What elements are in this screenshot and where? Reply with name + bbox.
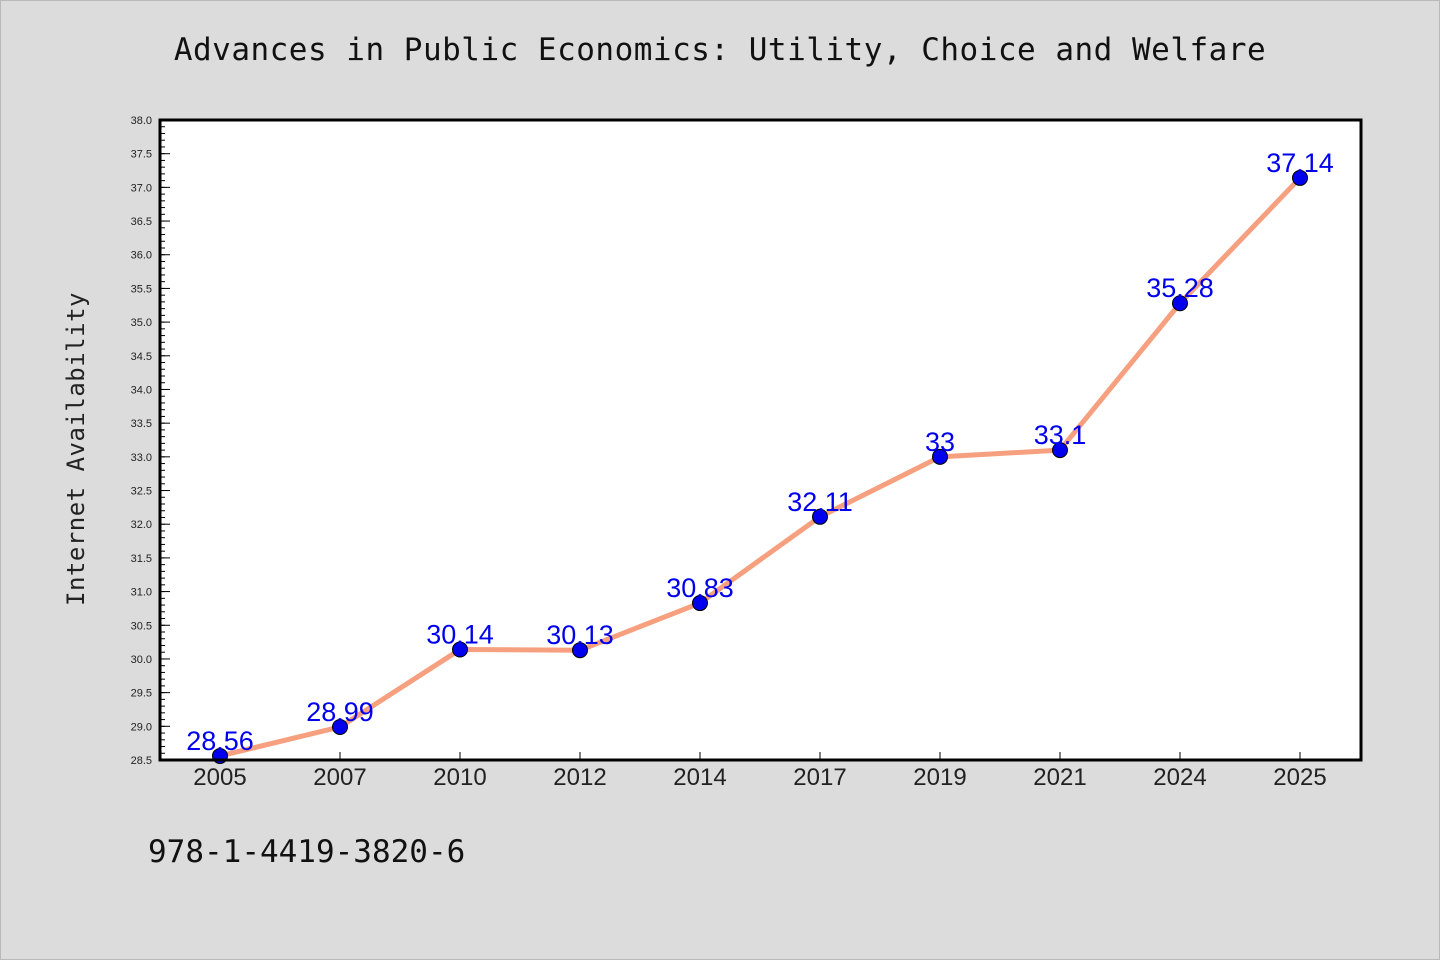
data-label: 30.83	[666, 573, 734, 603]
plot-area	[160, 120, 1361, 760]
y-tick-label: 29.5	[131, 688, 152, 700]
data-point	[812, 508, 828, 525]
data-label: 32.11	[787, 487, 853, 517]
series-line	[217, 175, 1303, 759]
y-tick-label: 32.0	[131, 519, 152, 531]
y-tick-labels: 28.5 29.0 29.5 30.0 30.5 31.0 31.5 32.0 32.5 33.0…	[131, 115, 152, 767]
y-tick-label: 34.0	[131, 384, 152, 396]
data-point	[1052, 442, 1068, 459]
data-label: 28.99	[306, 697, 374, 727]
data-label: 28.56	[186, 726, 254, 756]
x-tick-label: 2014	[673, 764, 726, 791]
y-tick-label: 31.0	[131, 587, 152, 599]
data-label: 35.28	[1146, 273, 1214, 303]
data-point	[572, 642, 588, 659]
x-tick-labels: 2005 2007 2010 2012 2014 2017 2019 2021 2024 2025	[193, 764, 1326, 791]
chart-title: Advances in Public Economics: Utility, C…	[173, 32, 1267, 68]
y-tick-label: 32.5	[131, 486, 152, 498]
x-tick-label: 2019	[913, 764, 966, 791]
y-tick-label: 33.0	[131, 452, 152, 464]
plot-border	[158, 118, 1363, 762]
y-tick-label: 35.5	[131, 283, 152, 295]
data-label: 37.14	[1266, 148, 1334, 178]
y-tick-label: 29.0	[131, 721, 152, 733]
data-point	[1172, 295, 1188, 312]
data-labels: 28.56 28.99 30.14 30.13 30.83 32.11 33 33.1 35.2…	[186, 148, 1334, 756]
data-label: 30.13	[546, 620, 614, 650]
series-markers	[212, 169, 1308, 764]
x-tick-label: 2010	[433, 764, 486, 791]
y-tick-label: 36.5	[131, 216, 152, 228]
data-point	[332, 718, 348, 735]
data-label: 33	[925, 427, 955, 457]
y-tick-label: 28.5	[131, 755, 152, 767]
y-tick-label: 30.0	[131, 654, 152, 666]
y-tick-label: 33.5	[131, 418, 152, 430]
y-tick-label: 35.0	[131, 317, 152, 329]
data-label: 30.14	[426, 620, 494, 650]
x-tick-label: 2025	[1273, 764, 1326, 791]
data-point	[452, 641, 468, 658]
y-tick-label: 36.0	[131, 250, 152, 262]
y-tick-label: 37.0	[131, 182, 152, 194]
x-tick-label: 2021	[1033, 764, 1086, 791]
x-tick-label: 2012	[553, 764, 606, 791]
y-tick-label: 37.5	[131, 149, 152, 161]
x-tick-label: 2017	[793, 764, 846, 791]
y-tick-label: 30.5	[131, 620, 152, 632]
data-point	[692, 595, 708, 612]
y-tick-label: 38.0	[131, 115, 152, 127]
y-tick-label: 31.5	[131, 553, 152, 565]
isbn-code: 978-1-4419-3820-6	[148, 834, 466, 870]
data-point	[1292, 169, 1308, 186]
series-line-path	[217, 175, 1303, 759]
data-label: 33.1	[1034, 420, 1087, 450]
x-tick-label: 2005	[193, 764, 246, 791]
x-tick-label: 2007	[313, 764, 366, 791]
y-tick-label: 34.5	[131, 351, 152, 363]
x-tick-label: 2024	[1153, 764, 1206, 791]
data-point	[932, 448, 948, 465]
